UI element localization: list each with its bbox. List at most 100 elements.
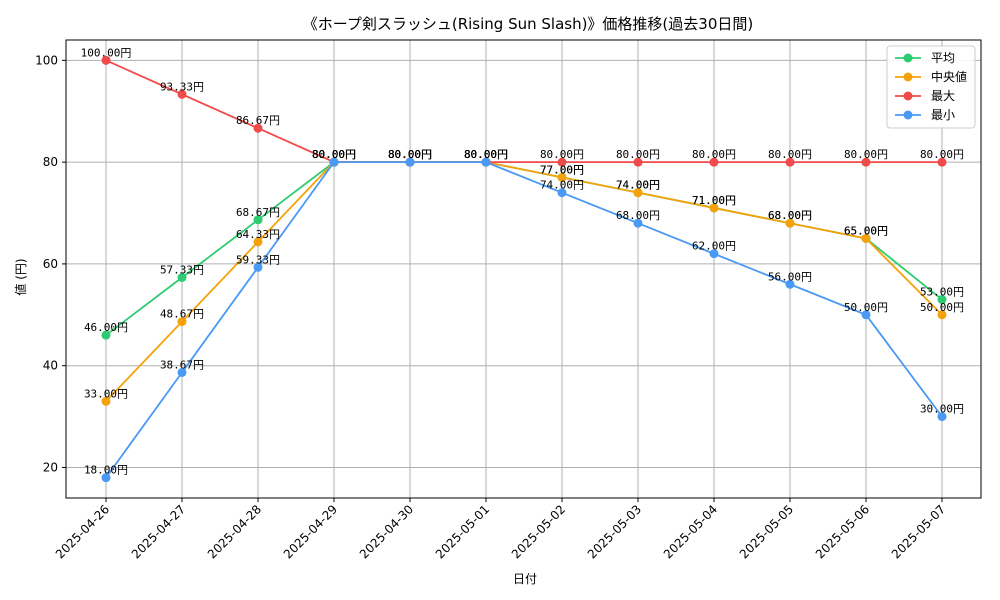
x-tick-label: 2025-05-03 [585, 502, 644, 561]
x-tick-label: 2025-05-05 [737, 502, 796, 561]
data-label: 38.67円 [160, 358, 204, 371]
data-label: 100.00円 [81, 46, 132, 59]
data-point [709, 157, 719, 167]
data-label: 80.00円 [388, 148, 432, 161]
x-tick-label: 2025-05-06 [813, 502, 872, 561]
data-label: 57.33円 [160, 263, 204, 276]
data-label: 71.00円 [692, 194, 736, 207]
data-label: 80.00円 [920, 148, 964, 161]
series-line [105, 161, 943, 336]
data-label: 30.00円 [920, 403, 964, 416]
data-label: 62.00円 [692, 240, 736, 253]
data-point [785, 157, 795, 167]
legend-marker [903, 53, 913, 63]
legend-marker [903, 72, 913, 82]
y-axis: 20 40 60 80 100 [35, 53, 66, 474]
data-label: 80.00円 [844, 148, 888, 161]
data-point [633, 218, 643, 228]
data-label: 33.00円 [84, 387, 128, 400]
x-axis-label: 日付 [513, 572, 537, 586]
data-label: 80.00円 [312, 148, 356, 161]
series-line [105, 161, 943, 402]
data-point [177, 317, 187, 327]
data-point [177, 367, 187, 377]
data-point [101, 330, 111, 340]
series-lines [101, 55, 947, 483]
x-tick-label: 2025-04-29 [281, 502, 340, 561]
plot-area [65, 39, 982, 499]
data-label: 64.33円 [236, 228, 280, 241]
data-point [101, 55, 111, 65]
data-point [937, 295, 947, 305]
data-label: 80.00円 [464, 148, 508, 161]
data-point [557, 157, 567, 167]
data-label: 80.00円 [464, 148, 508, 161]
data-label: 93.33円 [160, 80, 204, 93]
data-label: 80.00円 [692, 148, 736, 161]
data-label: 65.00円 [844, 224, 888, 237]
data-label: 74.00円 [616, 179, 660, 192]
x-tick-label: 2025-05-01 [433, 502, 492, 561]
data-point [861, 233, 871, 243]
data-label: 80.00円 [312, 148, 356, 161]
series-line [105, 59, 942, 164]
data-label: 53.00円 [920, 286, 964, 299]
data-label: 56.00円 [768, 270, 812, 283]
data-point [633, 188, 643, 198]
data-point [253, 262, 263, 272]
data-point [253, 215, 263, 225]
data-label: 80.00円 [388, 148, 432, 161]
series-line [105, 161, 943, 479]
x-tick-label: 2025-04-27 [129, 502, 188, 561]
legend-marker [903, 110, 913, 120]
data-label: 80.00円 [388, 148, 432, 161]
y-tick-label: 100 [35, 53, 58, 67]
data-label: 68.00円 [616, 209, 660, 222]
y-axis-label: 値 (円) [13, 258, 28, 295]
data-point [861, 157, 871, 167]
y-tick-label: 40 [43, 359, 58, 373]
data-label: 80.00円 [312, 148, 356, 161]
data-point [785, 218, 795, 228]
data-label: 46.00円 [84, 321, 128, 334]
data-label: 80.00円 [616, 148, 660, 161]
data-point [253, 237, 263, 247]
data-point [709, 249, 719, 259]
legend-entry: 最大 [931, 89, 955, 103]
data-label: 86.67円 [236, 114, 280, 127]
data-point [557, 172, 567, 182]
x-tick-label: 2025-04-26 [53, 502, 112, 561]
data-label: 80.00円 [388, 148, 432, 161]
data-point [937, 412, 947, 422]
data-label: 50.00円 [920, 301, 964, 314]
data-label: 68.00円 [768, 209, 812, 222]
data-point [481, 157, 491, 167]
x-tick-label: 2025-05-04 [661, 502, 720, 561]
data-point [633, 157, 643, 167]
data-label: 65.00円 [844, 224, 888, 237]
data-label: 80.00円 [312, 148, 356, 161]
data-labels: 46.00円 57.33円 68.67円 80.00円 80.00円 80.00円 77.0… [81, 46, 964, 476]
x-tick-label: 2025-04-30 [357, 502, 416, 561]
data-point [557, 188, 567, 198]
y-tick-label: 80 [43, 155, 58, 169]
x-axis: 2025-04-26 2025-04-27 2025-04-28 2025-04-29… [53, 498, 948, 561]
data-label: 68.67円 [236, 206, 280, 219]
data-label: 77.00円 [540, 163, 584, 176]
data-point [177, 89, 187, 99]
chart-title: 《ホープ剣スラッシュ(Rising Sun Slash)》価格推移(過去30日間… [303, 15, 753, 33]
y-tick-label: 20 [43, 460, 58, 474]
data-point [405, 157, 415, 167]
y-tick-label: 60 [43, 257, 58, 271]
x-tick-label: 2025-05-07 [889, 502, 948, 561]
data-point [329, 157, 339, 167]
legend-entry: 最小 [931, 108, 955, 122]
data-label: 48.67円 [160, 308, 204, 321]
data-point [937, 310, 947, 320]
data-point [177, 272, 187, 282]
data-label: 80.00円 [464, 148, 508, 161]
legend-box [886, 45, 976, 129]
legend-entry: 中央値 [931, 69, 967, 84]
data-point [101, 473, 111, 483]
